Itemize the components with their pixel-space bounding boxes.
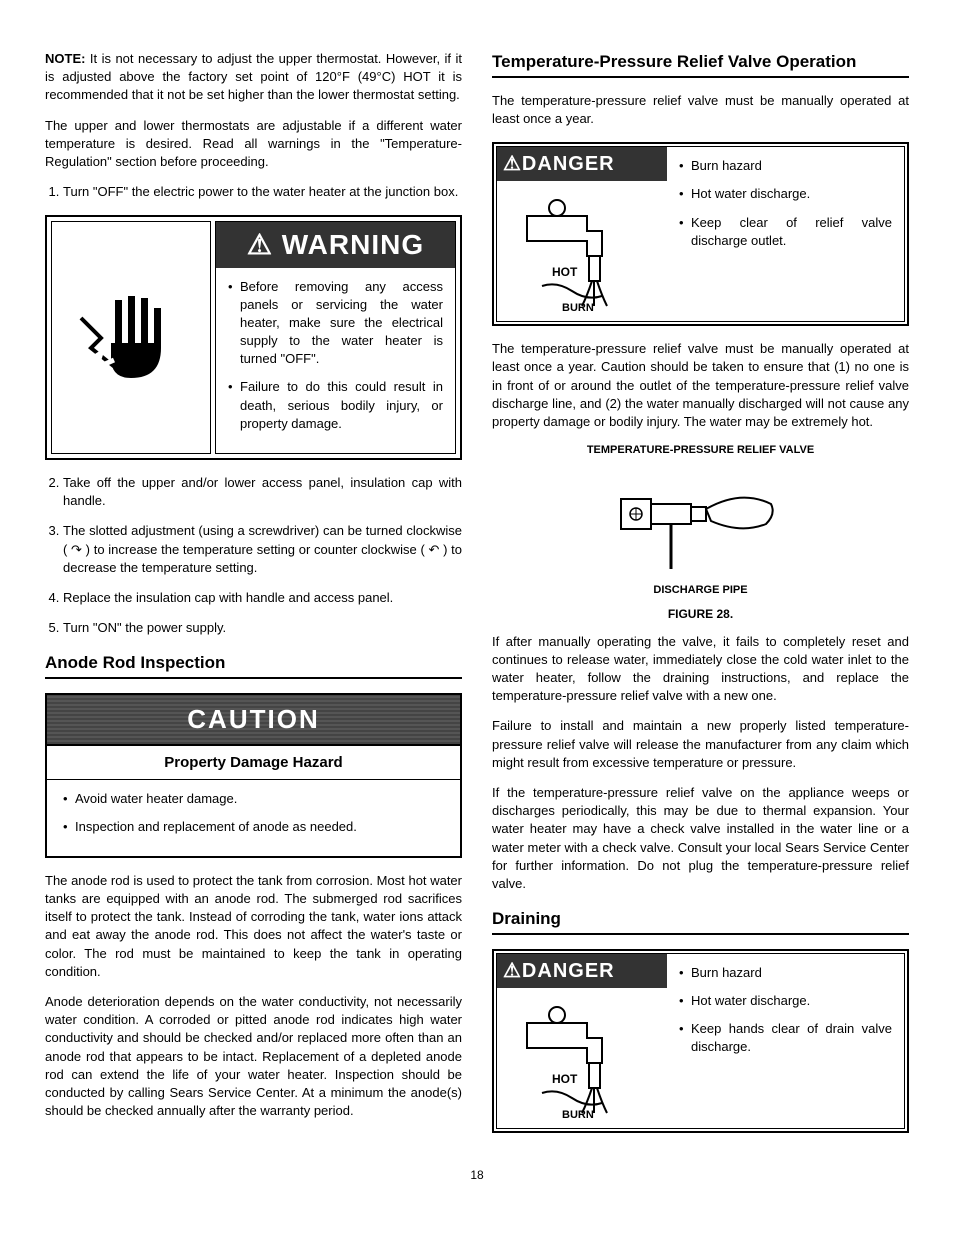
caution-box: CAUTION Property Damage Hazard Avoid wat…: [45, 693, 462, 858]
svg-text:HOT: HOT: [552, 265, 578, 279]
tp-para-5: If the temperature-pressure relief valve…: [492, 784, 909, 893]
warning-content: ⚠ WARNING Before removing any access pan…: [215, 221, 456, 454]
page: NOTE: It is not necessary to adjust the …: [45, 50, 909, 1147]
anode-para-2: Anode deterioration depends on the water…: [45, 993, 462, 1120]
figure-caption: FIGURE 28.: [492, 606, 909, 623]
hot-drain-burn-icon: HOT BURN: [497, 988, 667, 1128]
caution-header: CAUTION: [47, 695, 460, 745]
caution-bullet-2: Inspection and replacement of anode as n…: [63, 818, 444, 836]
warning-header: ⚠ WARNING: [216, 222, 455, 267]
warning-bullet-2: Failure to do this could result in death…: [228, 378, 443, 433]
svg-text:BURN: BURN: [562, 1109, 594, 1121]
thermostat-para: The upper and lower thermostats are adju…: [45, 117, 462, 172]
danger1-bullet-1: Burn hazard: [679, 157, 892, 175]
danger2-bullet-2: Hot water discharge.: [679, 992, 892, 1010]
svg-text:HOT: HOT: [552, 1072, 578, 1086]
danger1-bullet-3: Keep clear of relief valve discharge out…: [679, 214, 892, 250]
danger-header-1: ⚠DANGER: [497, 147, 667, 181]
step-5: Turn "ON" the power supply.: [63, 619, 462, 637]
tp-intro: The temperature-pressure relief valve mu…: [492, 92, 909, 128]
warning-box: ⚠ WARNING Before removing any access pan…: [45, 215, 462, 460]
caution-body: Avoid water heater damage. Inspection an…: [47, 780, 460, 856]
draining-heading: Draining: [492, 907, 909, 935]
steps-list: Turn "OFF" the electric power to the wat…: [45, 183, 462, 201]
danger2-bullet-1: Burn hazard: [679, 964, 892, 982]
danger-body-1: Burn hazard Hot water discharge. Keep cl…: [667, 147, 904, 321]
danger1-bullet-2: Hot water discharge.: [679, 185, 892, 203]
warning-bullet-1: Before removing any access panels or ser…: [228, 278, 443, 369]
relief-valve-icon: [492, 459, 909, 579]
left-column: NOTE: It is not necessary to adjust the …: [45, 50, 462, 1147]
electrical-hand-icon: [51, 221, 211, 454]
hot-faucet-burn-icon: HOT BURN: [497, 181, 667, 321]
danger-left-1: ⚠DANGER HOT BURN: [497, 147, 667, 321]
step-1: Turn "OFF" the electric power to the wat…: [63, 183, 462, 201]
caution-bullet-1: Avoid water heater damage.: [63, 790, 444, 808]
tp-para-2: The temperature-pressure relief valve mu…: [492, 340, 909, 431]
note-text: It is not necessary to adjust the upper …: [45, 51, 462, 102]
tp-para-4: Failure to install and maintain a new pr…: [492, 717, 909, 772]
page-number: 18: [45, 1167, 909, 1184]
svg-text:BURN: BURN: [562, 302, 594, 314]
tp-relief-heading: Temperature-Pressure Relief Valve Operat…: [492, 50, 909, 78]
danger-body-2: Burn hazard Hot water discharge. Keep ha…: [667, 954, 904, 1128]
danger-left-2: ⚠DANGER HOT BURN: [497, 954, 667, 1128]
figure-bottom-label: DISCHARGE PIPE: [492, 583, 909, 598]
note-paragraph: NOTE: It is not necessary to adjust the …: [45, 50, 462, 105]
step-4: Replace the insulation cap with handle a…: [63, 589, 462, 607]
anode-para-1: The anode rod is used to protect the tan…: [45, 872, 462, 981]
figure-28: TEMPERATURE-PRESSURE RELIEF VALVE DISCHA…: [492, 443, 909, 623]
caution-subtitle: Property Damage Hazard: [47, 746, 460, 780]
anode-heading: Anode Rod Inspection: [45, 651, 462, 679]
danger-box-2: ⚠DANGER HOT BURN: [492, 949, 909, 1133]
danger2-bullet-3: Keep hands clear of drain valve discharg…: [679, 1020, 892, 1056]
danger-header-2: ⚠DANGER: [497, 954, 667, 988]
steps-list-cont: Take off the upper and/or lower access p…: [45, 474, 462, 637]
tp-para-3: If after manually operating the valve, i…: [492, 633, 909, 706]
figure-top-label: TEMPERATURE-PRESSURE RELIEF VALVE: [492, 443, 909, 458]
danger-box-1: ⚠DANGER HOT BURN: [492, 142, 909, 326]
note-label: NOTE:: [45, 51, 85, 66]
warning-body: Before removing any access panels or ser…: [216, 268, 455, 454]
step-2: Take off the upper and/or lower access p…: [63, 474, 462, 510]
step-3: The slotted adjustment (using a screwdri…: [63, 522, 462, 577]
right-column: Temperature-Pressure Relief Valve Operat…: [492, 50, 909, 1147]
